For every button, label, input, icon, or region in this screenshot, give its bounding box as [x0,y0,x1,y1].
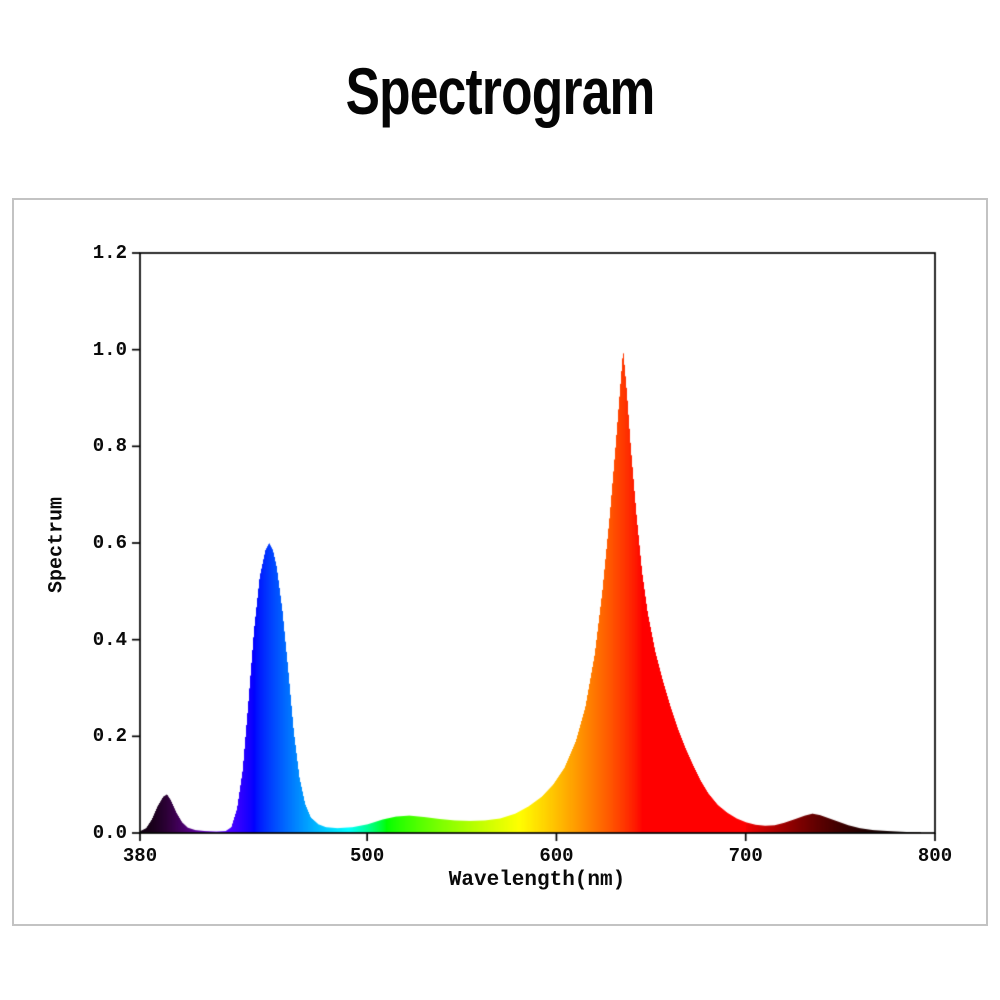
y-tick-label-0.4: 0.4 [92,628,127,651]
spectrum-canvas [14,200,986,924]
y-tick-label-0.8: 0.8 [92,435,127,458]
y-tick-label-0.0: 0.0 [92,822,127,844]
x-tick-label-800: 800 [917,845,953,867]
page-title: Spectrogram [0,58,1000,124]
x-tick-label-500: 500 [350,845,385,867]
page-title-text: Spectrogram [345,54,656,128]
y-tick-label-0.2: 0.2 [92,725,127,748]
y-tick-label-1.0: 1.0 [92,338,127,361]
y-tick-label-1.2: 1.2 [92,242,127,264]
chart-panel: Wavelength(nm) Spectrum 380 500 600 700 800 0… [12,198,988,926]
y-axis-label: Spectrum [45,496,69,594]
x-tick-label-700: 700 [728,845,763,867]
y-tick-label-0.6: 0.6 [92,532,127,554]
x-axis-label: Wavelength(nm) [448,869,626,892]
x-tick-label-600: 600 [539,845,574,867]
x-tick-label-380: 380 [122,845,158,867]
